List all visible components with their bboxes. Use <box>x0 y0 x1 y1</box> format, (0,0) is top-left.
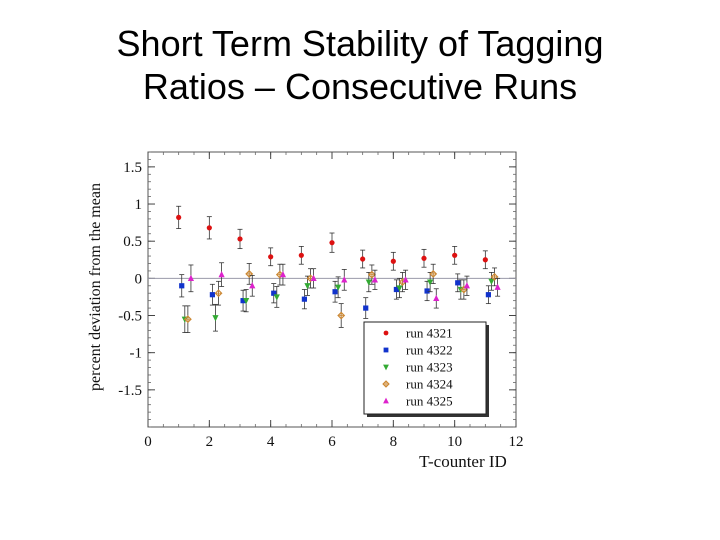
data-point <box>298 252 304 258</box>
data-point <box>360 256 366 262</box>
data-point <box>429 269 438 278</box>
y-axis-label: percent deviation from the mean <box>87 183 104 391</box>
data-point <box>218 271 225 278</box>
data-point <box>390 258 396 264</box>
data-point <box>363 305 369 311</box>
data-point <box>402 276 409 283</box>
axis-labels-layer: 0 2 4 6 8 10 12 1.5 1 0.5 0 -0.5 -1 -1.5 <box>118 160 523 450</box>
data-point <box>301 296 307 302</box>
data-point <box>494 283 501 290</box>
data-point <box>337 311 346 320</box>
data-point <box>335 284 342 291</box>
data-point <box>367 270 376 279</box>
data-point <box>463 282 471 289</box>
x-tick-label: 12 <box>509 434 524 450</box>
legend-marker <box>383 347 389 353</box>
y-tick-label: -1 <box>130 346 143 362</box>
data-point <box>485 292 491 298</box>
data-point <box>332 289 338 295</box>
legend-marker <box>383 330 389 336</box>
x-axis-label: T-counter ID <box>419 452 507 471</box>
legend-label: run 4321 <box>406 326 453 341</box>
data-point <box>249 282 256 289</box>
legend-label: run 4324 <box>406 377 453 392</box>
data-point <box>183 315 192 324</box>
data-point <box>243 298 250 305</box>
x-tick-label: 10 <box>447 434 462 450</box>
data-point <box>187 274 195 281</box>
data-point <box>209 292 215 298</box>
data-point <box>488 278 495 285</box>
legend-marker <box>382 380 390 388</box>
data-point <box>273 294 280 301</box>
y-tick-label: 0 <box>135 271 143 287</box>
slide-title: Short Term Stability of Tagging Ratios –… <box>0 22 720 108</box>
y-tick-label: -1.5 <box>118 383 142 399</box>
data-point <box>214 289 223 298</box>
tick-layer <box>147 151 517 428</box>
x-tick-label: 6 <box>328 434 336 450</box>
y-tick-label: 1 <box>135 197 143 213</box>
data-point <box>396 285 403 292</box>
data-point <box>304 283 311 290</box>
data-point <box>427 279 434 286</box>
legend-label: run 4322 <box>406 343 453 358</box>
slide-title-line-1: Short Term Stability of Tagging <box>116 23 604 64</box>
data-point <box>329 240 335 246</box>
legend-box <box>363 321 487 415</box>
data-point <box>452 252 458 258</box>
legend-marker <box>383 397 389 404</box>
slide-title-line-2: Ratios – Consecutive Runs <box>142 66 578 107</box>
y-tick-label: 0.5 <box>123 234 142 250</box>
data-point <box>268 254 274 260</box>
data-point <box>482 257 488 263</box>
data-point <box>371 276 379 283</box>
x-tick-label: 2 <box>206 434 214 450</box>
y-tick-label: 1.5 <box>123 160 142 176</box>
y-tick-label: -0.5 <box>118 309 142 325</box>
data-point <box>341 276 348 283</box>
legend: run 4321 run 4322 run 4323 run 4324 run 4325 <box>363 321 489 417</box>
data-point <box>490 272 499 281</box>
data-point <box>279 271 287 278</box>
data-point <box>393 286 399 293</box>
legend-label: run 4325 <box>406 394 453 409</box>
legend-marker <box>383 364 389 371</box>
x-tick-label: 4 <box>267 434 275 450</box>
x-tick-label: 8 <box>390 434 398 450</box>
legend-label: run 4323 <box>406 360 453 375</box>
data-point <box>424 288 430 294</box>
data-point <box>271 290 277 296</box>
data-point <box>212 315 219 322</box>
data-point <box>206 225 212 231</box>
x-tick-label: 0 <box>144 434 152 450</box>
data-point <box>176 214 182 221</box>
data-point <box>179 283 185 289</box>
data-point <box>245 269 254 278</box>
data-point <box>237 236 243 242</box>
data-points-layer <box>176 205 501 334</box>
data-point <box>459 285 468 294</box>
data-point <box>455 280 461 286</box>
data-point <box>421 255 427 261</box>
data-point <box>433 294 440 302</box>
data-point <box>310 274 317 281</box>
data-point <box>240 298 246 304</box>
data-point <box>365 279 372 286</box>
